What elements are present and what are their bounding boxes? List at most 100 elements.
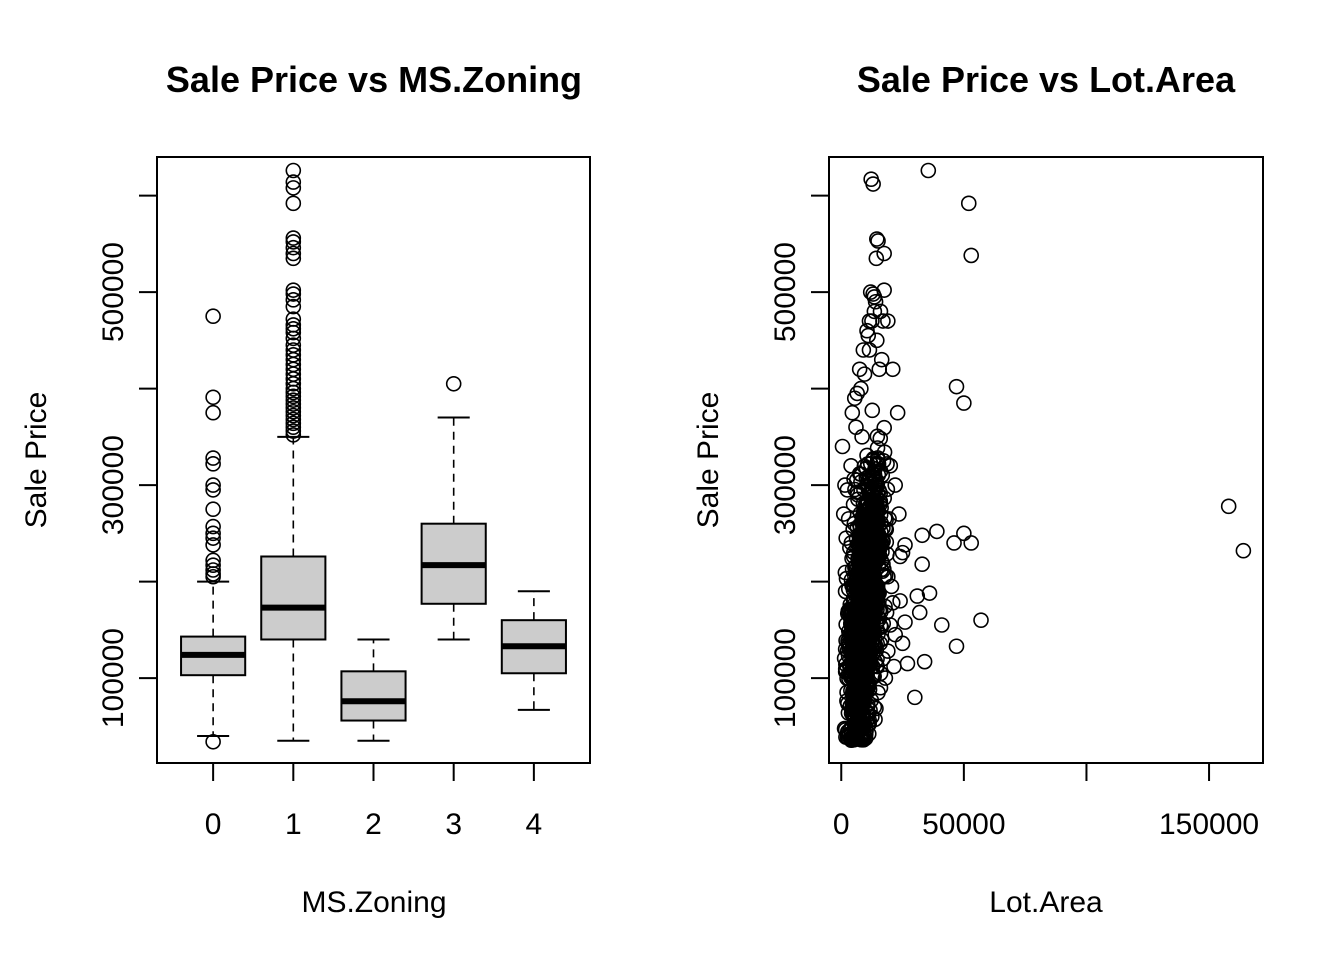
scatter-point	[860, 511, 876, 528]
y-axis-label: Sale Price	[20, 392, 53, 529]
scatter-point	[855, 342, 872, 358]
scatter-point	[899, 655, 916, 672]
scatter-point	[876, 419, 893, 436]
scatter-point	[892, 548, 908, 565]
outlier-point	[285, 411, 302, 428]
box-group	[180, 308, 247, 750]
scatter-point	[862, 284, 879, 300]
outlier-point	[285, 320, 302, 337]
scatter-point	[973, 612, 989, 628]
y-tick-label: 300000	[97, 435, 130, 535]
scatter-point	[956, 395, 972, 411]
outlier-point	[285, 427, 302, 443]
outlier-point	[285, 180, 302, 196]
scatter-point	[864, 313, 880, 329]
scatter-point	[1220, 498, 1237, 515]
scatter-point	[866, 699, 883, 715]
scatter-point	[963, 535, 980, 551]
scatter-point	[860, 637, 877, 654]
scatter-point	[865, 176, 881, 192]
outlier-point	[285, 419, 302, 435]
outlier-point	[285, 392, 302, 408]
box-group	[500, 590, 567, 711]
x-tick-label: 3	[445, 808, 462, 841]
outlier-point	[285, 174, 302, 190]
scatter-point	[882, 457, 899, 474]
outlier-point	[205, 450, 221, 466]
scatter-point	[837, 661, 854, 677]
box-group	[340, 638, 407, 742]
scatter-point	[853, 474, 869, 490]
outlier-point	[285, 330, 302, 347]
scatter-point	[948, 638, 965, 655]
box-group	[260, 162, 327, 742]
outlier-point	[285, 250, 302, 267]
box-group	[420, 375, 487, 641]
scatter-point	[869, 231, 885, 247]
scatter-point	[872, 303, 889, 320]
x-tick-label: 0	[205, 808, 222, 841]
scatter-panel: Sale Price vs Lot.Area Lot.Area Sale Pri…	[692, 59, 1264, 919]
scatter-point	[861, 342, 878, 358]
scatter-point	[1235, 542, 1252, 559]
x-axis-label: Lot.Area	[989, 886, 1103, 919]
scatter-point	[864, 465, 881, 482]
scatter-point	[875, 650, 891, 667]
scatter-point	[871, 361, 888, 378]
scatter-point	[892, 593, 908, 609]
outlier-point	[285, 415, 302, 432]
scatter-point	[866, 289, 883, 305]
scatter-point	[911, 604, 928, 621]
outlier-point	[285, 239, 302, 256]
scatter-point	[845, 496, 862, 513]
scatter-point	[838, 729, 854, 745]
y-tick-label: 500000	[97, 242, 130, 342]
outlier-point	[205, 518, 221, 535]
outlier-point	[285, 375, 302, 392]
x-tick-label: 2	[365, 808, 382, 841]
outlier-point	[285, 292, 302, 308]
outlier-point	[205, 525, 221, 542]
outlier-point	[285, 245, 302, 262]
y-axis-label: Sale Price	[692, 392, 725, 529]
scatter-point	[840, 623, 857, 640]
scatter-point	[880, 568, 896, 585]
outlier-point	[285, 298, 302, 315]
boxes	[180, 162, 567, 750]
scatter-point	[870, 467, 887, 483]
scatter-point	[855, 645, 872, 662]
plot-frame	[828, 156, 1264, 764]
outlier-point	[205, 477, 221, 493]
scatter-point	[842, 540, 858, 556]
outlier-point	[445, 375, 462, 392]
outlier-point	[285, 282, 302, 298]
outlier-point	[205, 562, 221, 578]
scatter-point	[847, 647, 864, 664]
scatter-point	[879, 481, 896, 498]
scatter-point	[894, 544, 911, 561]
scatter-point	[920, 162, 937, 179]
scatter-point	[860, 716, 877, 733]
outlier-point	[285, 195, 302, 212]
scatter-point	[963, 247, 980, 264]
scatter-point	[844, 404, 861, 421]
y-tick-label: 100000	[97, 628, 130, 728]
scatter-point	[851, 628, 867, 644]
outlier-point	[285, 396, 302, 412]
scatter-point	[921, 585, 938, 601]
outlier-point	[205, 308, 221, 325]
scatter-point	[875, 313, 891, 329]
scatter-point	[860, 600, 876, 617]
scatter-point	[856, 366, 873, 382]
scatter-point	[929, 523, 945, 540]
scatter-point	[861, 608, 878, 625]
scatter-point	[840, 511, 857, 527]
outlier-point	[285, 380, 302, 397]
scatter-point	[881, 511, 897, 527]
scatter-point	[956, 525, 972, 542]
scatter-point	[873, 631, 890, 648]
scatter-point	[851, 713, 868, 730]
scatter-point	[887, 477, 904, 493]
scatter-point	[933, 617, 950, 633]
